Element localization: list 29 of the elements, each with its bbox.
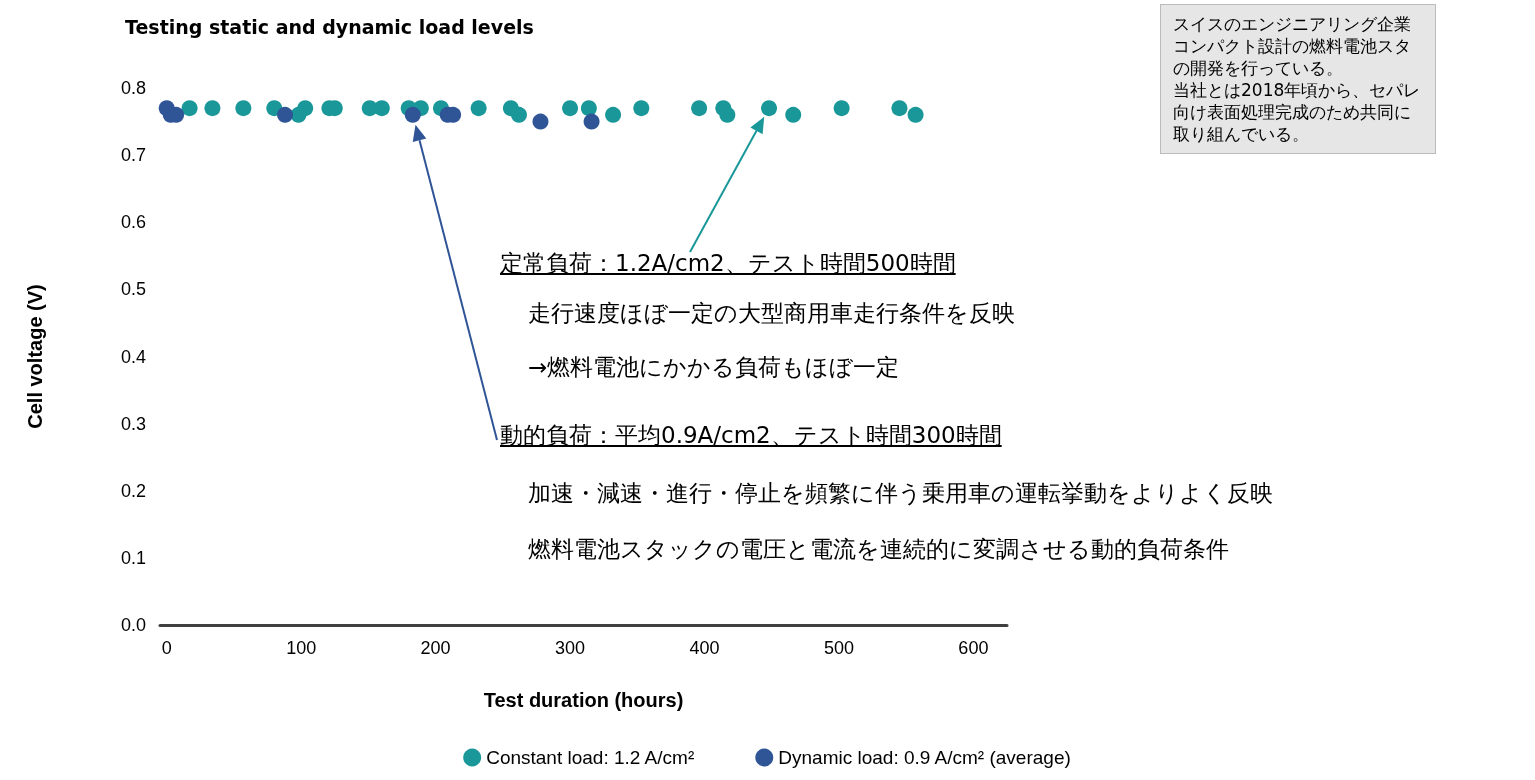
- annotation: 動的負荷：平均0.9A/cm2、テスト時間300時間: [500, 421, 1002, 450]
- y-tick-label: 0.5: [120, 279, 146, 300]
- x-tick-label: 0: [161, 638, 172, 658]
- x-tick-label: 600: [958, 638, 989, 658]
- legend-label: Dynamic load: 0.9 A/cm² (average): [778, 747, 1071, 768]
- text: 当社とは2018年頃から、セパレ向け表面処理完成のため共同に取り組んでいる。: [1173, 79, 1422, 145]
- chart-title: Testing static and dynamic load levels: [125, 15, 534, 38]
- y-tick-label: 0.1: [120, 547, 146, 568]
- annotation: 定常負荷：1.2A/cm2、テスト時間500時間: [500, 249, 956, 278]
- y-tick-label: 0.2: [120, 480, 146, 501]
- y-tick-label: 0.7: [120, 145, 146, 166]
- x-tick-label: 400: [689, 638, 720, 658]
- annotation: 燃料電池スタックの電圧と電流を連続的に変調させる動的負荷条件: [528, 535, 1229, 564]
- x-tick-label: 300: [555, 638, 586, 658]
- y-axis-title: Cell voltage (V): [24, 284, 46, 429]
- annotation: 加速・減速・進行・停止を頻繁に伴う乗用車の運転挙動をよりよく反映: [528, 479, 1273, 508]
- x-tick-label: 200: [420, 638, 451, 658]
- y-tick-label: 0.6: [120, 212, 146, 233]
- annotation: 走行速度ほぼ一定の大型商用車走行条件を反映: [528, 299, 1015, 328]
- x-tick-label: 100: [286, 638, 317, 658]
- text: スイスのエンジニアリング企業コンパクト設計の燃料電池スタの開発を行っている。: [1173, 13, 1412, 79]
- y-tick-label: 0.3: [120, 413, 146, 434]
- x-axis-title: Test duration (hours): [483, 689, 684, 711]
- y-tick-label: 0.0: [120, 615, 146, 635]
- y-tick-label: 0.4: [120, 346, 146, 367]
- y-tick-label: 0.8: [120, 78, 146, 98]
- x-tick-label: 500: [823, 638, 854, 658]
- legend-label: Constant load: 1.2 A/cm²: [486, 747, 695, 768]
- annotation: →燃料電池にかかる負荷もほぼ一定: [528, 353, 900, 382]
